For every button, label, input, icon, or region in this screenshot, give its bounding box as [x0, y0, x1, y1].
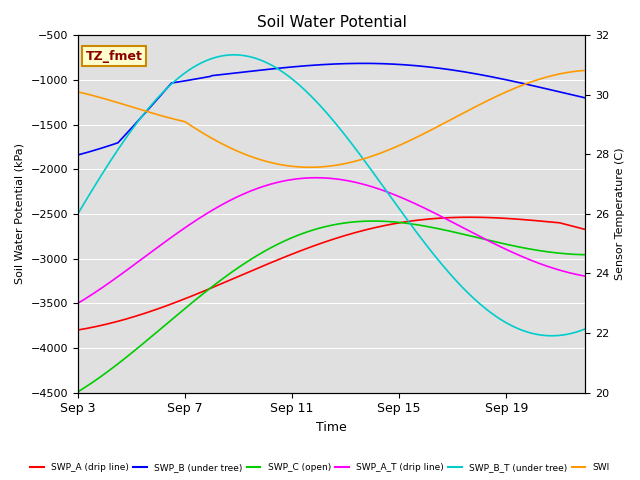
Y-axis label: Sensor Temperature (C): Sensor Temperature (C)	[615, 148, 625, 280]
X-axis label: Time: Time	[316, 421, 347, 434]
Y-axis label: Soil Water Potential (kPa): Soil Water Potential (kPa)	[15, 144, 25, 285]
Legend: SWP_A (drip line), SWP_B (under tree), SWP_C (open), SWP_A_T (drip line), SWP_B_: SWP_A (drip line), SWP_B (under tree), S…	[26, 459, 614, 476]
Text: TZ_fmet: TZ_fmet	[85, 49, 142, 62]
Title: Soil Water Potential: Soil Water Potential	[257, 15, 406, 30]
